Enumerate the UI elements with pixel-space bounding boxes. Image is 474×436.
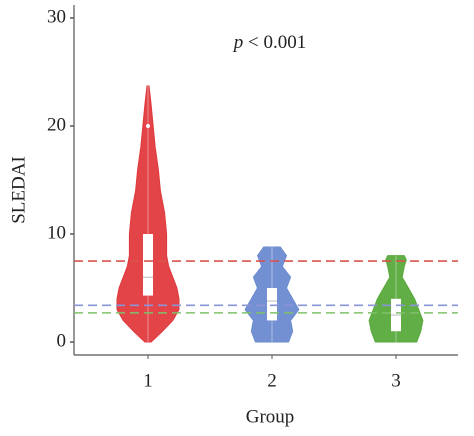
y-axis-title: SLEDAI (8, 156, 29, 224)
annotation-text: < 0.001 (248, 32, 306, 53)
x-axis-title: Group (246, 406, 295, 427)
box (267, 288, 277, 321)
x-tick-label: 3 (391, 370, 401, 391)
outlier (146, 123, 150, 128)
box (143, 234, 153, 296)
x-tick-label: 1 (143, 370, 153, 391)
y-tick-label: 20 (47, 114, 66, 135)
y-tick-label: 30 (47, 6, 66, 27)
annotation: p < 0.001 (232, 32, 306, 53)
x-tick-label: 2 (267, 370, 277, 391)
annotation-italic: p (232, 32, 244, 53)
y-tick-label: 10 (47, 222, 66, 243)
y-tick-label: 0 (57, 330, 67, 351)
